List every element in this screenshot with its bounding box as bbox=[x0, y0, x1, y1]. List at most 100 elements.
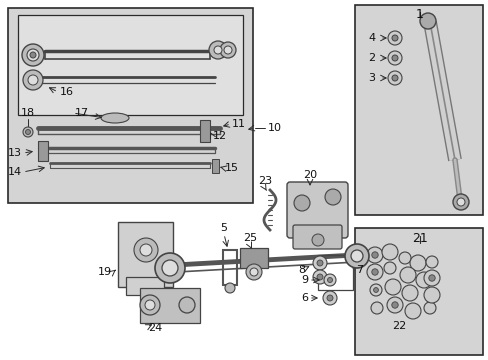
Text: 15: 15 bbox=[224, 163, 239, 173]
Circle shape bbox=[224, 283, 235, 293]
Bar bbox=[354, 5, 482, 215]
Circle shape bbox=[345, 244, 368, 268]
Circle shape bbox=[311, 234, 324, 246]
Circle shape bbox=[293, 195, 309, 211]
Bar bbox=[126, 277, 163, 295]
Circle shape bbox=[383, 262, 395, 274]
Circle shape bbox=[27, 49, 39, 61]
Bar bbox=[354, 228, 482, 355]
Circle shape bbox=[386, 297, 402, 313]
Bar bbox=[212, 159, 219, 173]
Circle shape bbox=[312, 256, 326, 270]
Text: 2: 2 bbox=[367, 53, 374, 63]
Circle shape bbox=[409, 255, 425, 271]
Circle shape bbox=[249, 268, 258, 276]
Circle shape bbox=[391, 35, 397, 41]
Text: 20: 20 bbox=[303, 170, 316, 180]
Circle shape bbox=[155, 253, 184, 283]
Circle shape bbox=[387, 51, 401, 65]
Text: 1: 1 bbox=[415, 8, 423, 21]
Circle shape bbox=[316, 274, 323, 280]
Circle shape bbox=[387, 71, 401, 85]
Text: 19: 19 bbox=[98, 267, 112, 277]
FancyBboxPatch shape bbox=[286, 182, 347, 238]
Circle shape bbox=[387, 31, 401, 45]
Text: 14: 14 bbox=[8, 167, 22, 177]
Ellipse shape bbox=[101, 113, 129, 123]
Text: 11: 11 bbox=[231, 119, 245, 129]
Text: 8: 8 bbox=[297, 265, 305, 275]
Bar bbox=[118, 222, 173, 287]
Text: 12: 12 bbox=[213, 131, 226, 141]
Text: 3: 3 bbox=[367, 73, 374, 83]
Circle shape bbox=[419, 13, 435, 29]
Circle shape bbox=[316, 260, 323, 266]
Circle shape bbox=[22, 44, 44, 66]
Circle shape bbox=[323, 291, 336, 305]
Circle shape bbox=[391, 55, 397, 61]
Text: 10: 10 bbox=[267, 123, 282, 133]
Text: 21: 21 bbox=[411, 232, 427, 245]
Text: 25: 25 bbox=[243, 233, 257, 243]
Circle shape bbox=[23, 127, 33, 137]
Text: 16: 16 bbox=[60, 87, 74, 97]
Text: 7: 7 bbox=[355, 265, 363, 275]
Circle shape bbox=[28, 75, 38, 85]
Text: 9: 9 bbox=[300, 275, 307, 285]
Bar bbox=[38, 141, 48, 161]
Circle shape bbox=[245, 264, 262, 280]
Circle shape bbox=[369, 284, 381, 296]
Circle shape bbox=[145, 300, 155, 310]
Bar bbox=[240, 248, 267, 268]
Circle shape bbox=[425, 256, 437, 268]
Circle shape bbox=[399, 267, 415, 283]
Circle shape bbox=[140, 244, 152, 256]
Text: 6: 6 bbox=[301, 293, 307, 303]
Bar bbox=[223, 250, 237, 285]
Circle shape bbox=[415, 272, 431, 288]
Circle shape bbox=[384, 279, 400, 295]
Bar bbox=[200, 120, 209, 142]
Circle shape bbox=[371, 252, 377, 258]
Circle shape bbox=[401, 285, 417, 301]
Text: 4: 4 bbox=[367, 33, 374, 43]
Bar bbox=[18, 15, 243, 115]
Text: 18: 18 bbox=[21, 108, 35, 118]
FancyBboxPatch shape bbox=[292, 225, 341, 249]
Circle shape bbox=[366, 264, 382, 280]
Circle shape bbox=[30, 52, 36, 58]
Circle shape bbox=[391, 75, 397, 81]
Circle shape bbox=[208, 41, 226, 59]
Circle shape bbox=[423, 270, 439, 286]
Circle shape bbox=[371, 269, 377, 275]
Circle shape bbox=[179, 297, 195, 313]
Text: 22: 22 bbox=[391, 321, 406, 331]
Circle shape bbox=[404, 303, 420, 319]
Circle shape bbox=[325, 189, 340, 205]
Text: 13: 13 bbox=[8, 148, 22, 158]
Text: 5: 5 bbox=[220, 223, 227, 233]
Circle shape bbox=[381, 244, 397, 260]
Circle shape bbox=[326, 295, 332, 301]
Circle shape bbox=[162, 260, 178, 276]
Circle shape bbox=[370, 302, 382, 314]
Text: 23: 23 bbox=[257, 176, 271, 186]
Circle shape bbox=[214, 46, 222, 54]
Circle shape bbox=[140, 295, 160, 315]
Circle shape bbox=[391, 302, 397, 308]
Circle shape bbox=[423, 287, 439, 303]
Circle shape bbox=[398, 252, 410, 264]
Circle shape bbox=[456, 198, 464, 206]
Bar bbox=[140, 288, 200, 323]
Circle shape bbox=[25, 130, 30, 135]
Circle shape bbox=[350, 250, 362, 262]
Circle shape bbox=[134, 238, 158, 262]
Circle shape bbox=[366, 247, 382, 263]
Circle shape bbox=[224, 46, 231, 54]
Circle shape bbox=[23, 70, 43, 90]
Circle shape bbox=[373, 288, 378, 292]
Circle shape bbox=[312, 270, 326, 284]
Text: 17: 17 bbox=[75, 108, 89, 118]
Circle shape bbox=[452, 194, 468, 210]
Text: 24: 24 bbox=[148, 323, 162, 333]
